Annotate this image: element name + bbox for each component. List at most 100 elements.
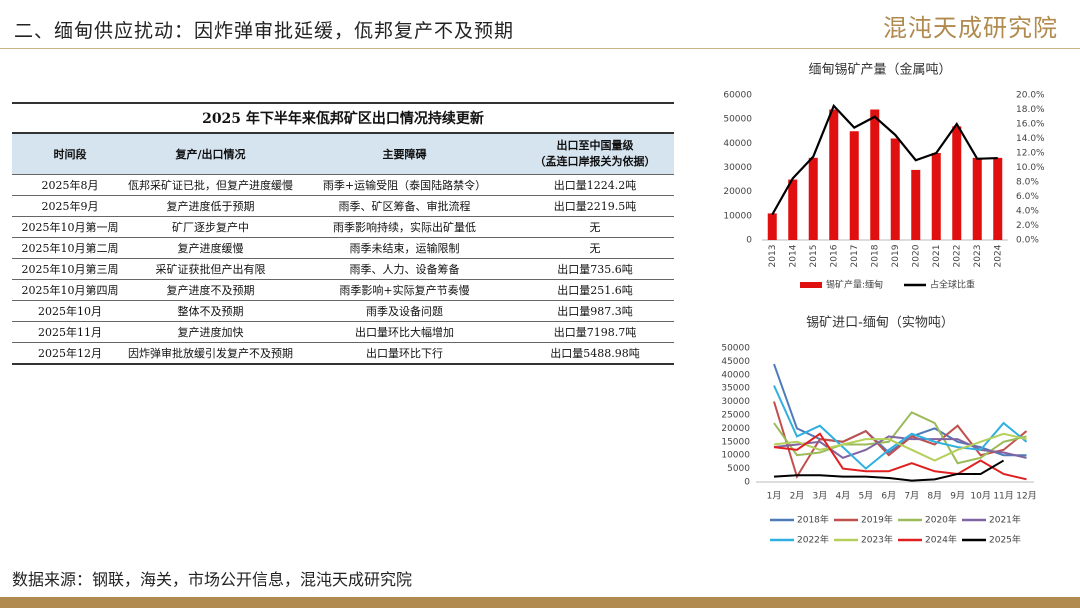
line xyxy=(773,432,1027,481)
bar xyxy=(767,213,777,240)
table-cell: 出口量7198.7吨 xyxy=(516,321,674,343)
y2-tick-label: 14.0% xyxy=(1016,134,1045,144)
legend-label: 占全球比重 xyxy=(930,279,975,291)
line xyxy=(773,411,1027,465)
table-cell: 无 xyxy=(516,216,674,238)
bar xyxy=(829,109,839,240)
table-header-line: （孟连口岸报关为依据） xyxy=(534,155,656,168)
table-cell: 出口量5488.98吨 xyxy=(516,342,674,365)
table-cell: 采矿证获批但产出有限 xyxy=(128,258,293,280)
legend-swatch xyxy=(800,282,822,288)
y2-tick-label: 2.0% xyxy=(1016,221,1039,231)
x-tick-label: 2018 xyxy=(870,244,880,267)
x-tick-label: 2016 xyxy=(829,244,839,267)
table-cell: 雨季、人力、设备筹备 xyxy=(293,258,516,280)
table-cell: 出口量环比大幅增加 xyxy=(293,321,516,343)
legend-label: 2023年 xyxy=(861,534,893,546)
bar xyxy=(931,153,941,240)
line xyxy=(773,385,1028,470)
table-cell: 因炸弹审批放缓引发复产不及预期 xyxy=(128,342,293,365)
x-tick-label: 9月 xyxy=(950,491,965,502)
table-cell: 出口量251.6吨 xyxy=(516,279,674,301)
table-row: 2025年12月 因炸弹审批放缓引发复产不及预期 出口量环比下行 出口量5488.98… xyxy=(12,342,674,365)
divider xyxy=(0,48,1080,49)
table-cell: 雨季、矿区筹备、审批流程 xyxy=(293,195,516,217)
table-title: 2025 年下半年来佤邦矿区出口情况持续更新 xyxy=(12,102,674,134)
bar xyxy=(972,157,982,240)
y-tick-label: 10000 xyxy=(721,451,750,461)
table-header: 时间段 xyxy=(12,133,128,175)
chart-title: 锡矿进口-缅甸（实物吨） xyxy=(806,316,954,331)
table-row: 2025年9月 复产进度低于预期 雨季、矿区筹备、审批流程 出口量2219.5吨 xyxy=(12,195,674,217)
bar xyxy=(808,157,818,240)
x-tick-label: 7月 xyxy=(904,491,919,502)
table-cell: 2025年10月第一周 xyxy=(12,216,128,238)
table-cell: 复产进度缓慢 xyxy=(128,237,293,259)
x-tick-label: 2月 xyxy=(790,491,805,502)
y2-tick-label: 12.0% xyxy=(1016,149,1045,159)
table-cell: 雨季未结束，运输限制 xyxy=(293,237,516,259)
y-tick-label: 60000 xyxy=(723,91,752,101)
x-tick-label: 2019 xyxy=(891,244,901,267)
y-tick-label: 50000 xyxy=(721,344,750,354)
x-tick-label: 5月 xyxy=(858,491,873,502)
x-tick-label: 2014 xyxy=(788,244,798,267)
table-cell: 出口量环比下行 xyxy=(293,342,516,365)
x-tick-label: 2021 xyxy=(932,245,942,268)
table-cell: 雨季+运输受阻（泰国陆路禁令） xyxy=(293,174,516,196)
slide-title: 二、缅甸供应扰动：因炸弹审批延缓，佤邦复产不及预期 xyxy=(14,20,515,42)
logo: 混沌天成研究院 xyxy=(883,14,1058,42)
y-tick-label: 20000 xyxy=(721,424,750,434)
table-cell: 2025年8月 xyxy=(12,174,128,196)
line xyxy=(773,459,1005,482)
bar xyxy=(993,157,1003,240)
table-cell: 出口量1224.2吨 xyxy=(516,174,674,196)
table-cell: 复产进度加快 xyxy=(128,321,293,343)
footer-bar xyxy=(0,597,1080,608)
chart-title: 缅甸锡矿产量（金属吨） xyxy=(808,62,951,78)
y-tick-label: 0 xyxy=(746,236,752,246)
y2-tick-label: 10.0% xyxy=(1016,163,1045,173)
table-row: 2025年10月第二周 复产进度缓慢 雨季未结束，运输限制无 xyxy=(12,237,674,259)
bar xyxy=(911,169,921,240)
table-cell: 2025年10月第四周 xyxy=(12,279,128,301)
legend-label: 2025年 xyxy=(989,534,1021,546)
x-tick-label: 1月 xyxy=(767,491,782,502)
x-tick-label: 6月 xyxy=(881,491,896,502)
table-row: 2025年10月第四周 复产进度不及预期 雨季影响+实际复产节奏慢 出口量251.6吨 xyxy=(12,279,674,301)
x-tick-label: 2022 xyxy=(952,245,962,268)
source-note: 数据来源：钢联，海关，市场公开信息，混沌天成研究院 xyxy=(12,570,413,589)
table-row: 2025年10月第三周 采矿证获批但产出有限 雨季、人力、设备筹备 出口量735.6吨 xyxy=(12,258,674,280)
bar xyxy=(849,131,859,240)
table-cell: 出口量2219.5吨 xyxy=(516,195,674,217)
table-cell: 整体不及预期 xyxy=(128,300,293,322)
x-tick-label: 10月 xyxy=(970,491,990,502)
y-tick-label: 35000 xyxy=(721,384,750,394)
y-tick-label: 25000 xyxy=(721,411,750,421)
table-header: 复产/出口情况 xyxy=(128,133,293,175)
y2-tick-label: 0.0% xyxy=(1016,236,1039,246)
x-tick-label: 12月 xyxy=(1016,491,1036,502)
table-cell: 复产进度低于预期 xyxy=(128,195,293,217)
line xyxy=(771,103,998,216)
legend-label: 2021年 xyxy=(989,514,1021,526)
table-header: 主要障碍 xyxy=(293,133,516,175)
table-cell: 矿厂逐步复产中 xyxy=(128,216,293,238)
table-cell: 2025年12月 xyxy=(12,342,128,365)
line xyxy=(773,435,1027,459)
y-tick-label: 0 xyxy=(744,478,750,488)
x-tick-label: 2023 xyxy=(973,245,983,268)
bar xyxy=(890,138,900,240)
y-tick-label: 50000 xyxy=(723,115,752,125)
table-cell: 2025年10月 xyxy=(12,300,128,322)
x-tick-label: 2024 xyxy=(993,244,1003,267)
table-cell: 2025年11月 xyxy=(12,321,128,343)
y-tick-label: 20000 xyxy=(723,187,752,197)
y-tick-label: 30000 xyxy=(721,397,750,407)
table-header-line: 出口至中国量级 xyxy=(556,139,634,152)
legend-label: 2024年 xyxy=(925,534,957,546)
table-header: 出口至中国量级 （孟连口岸报关为依据） xyxy=(516,133,674,175)
legend-label: 锡矿产量:缅甸 xyxy=(826,279,883,291)
x-tick-label: 2017 xyxy=(850,245,860,268)
legend-label: 2019年 xyxy=(861,514,893,526)
